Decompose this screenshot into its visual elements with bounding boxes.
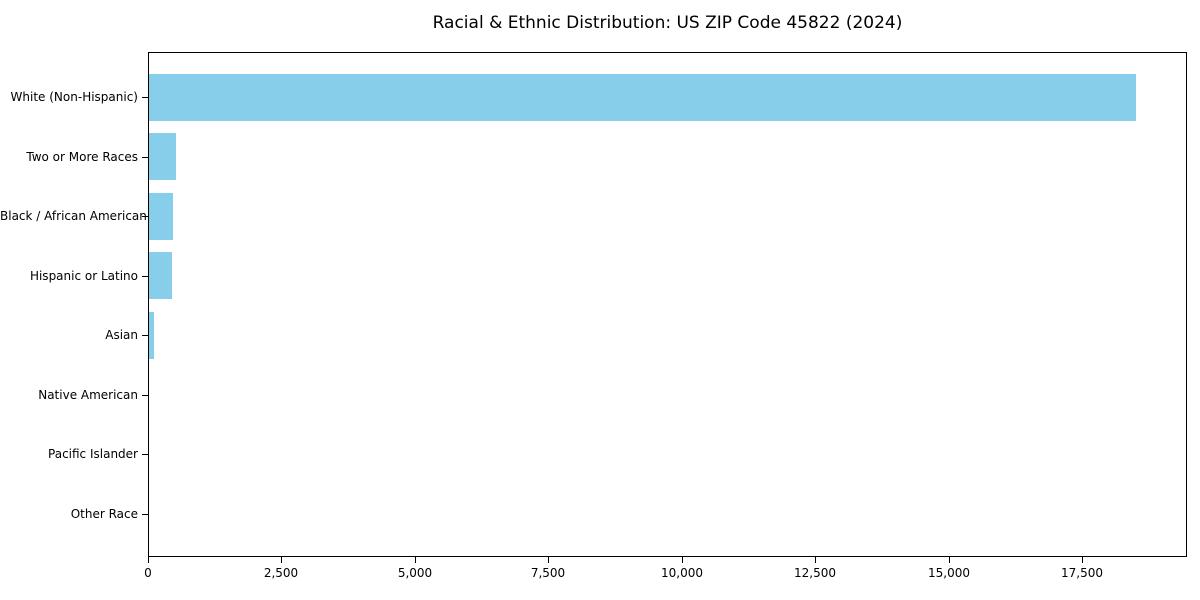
y-tick-label: Pacific Islander — [48, 447, 138, 461]
x-tick-label: 17,500 — [1061, 566, 1103, 580]
x-tick-mark — [415, 557, 416, 563]
x-tick-label: 2,500 — [263, 566, 299, 580]
x-tick-mark — [148, 557, 149, 563]
y-tick-label: Native American — [38, 388, 138, 402]
y-tick-mark — [142, 276, 148, 277]
x-tick-label: 0 — [144, 566, 152, 580]
x-tick-label: 5,000 — [397, 566, 433, 580]
y-tick-mark — [142, 216, 148, 217]
y-tick-mark — [142, 335, 148, 336]
y-tick-mark — [142, 395, 148, 396]
y-tick-mark — [142, 454, 148, 455]
bar-white-non-hispanic — [149, 73, 1136, 121]
y-tick-mark — [142, 514, 148, 515]
y-tick-mark — [142, 157, 148, 158]
y-tick-label: Hispanic or Latino — [29, 269, 138, 283]
y-tick-label: Black / African American — [0, 209, 147, 223]
x-tick-label: 12,500 — [794, 566, 836, 580]
y-tick-label: Other Race — [70, 507, 138, 521]
bar-two-or-more-races — [149, 133, 176, 180]
x-tick-mark — [815, 557, 816, 563]
x-tick-mark — [281, 557, 282, 563]
y-tick-mark — [142, 97, 148, 98]
bar-asian — [149, 311, 154, 359]
x-tick-label: 15,000 — [928, 566, 970, 580]
y-tick-label: Two or More Races — [26, 150, 138, 164]
x-tick-label: 7,500 — [530, 566, 566, 580]
x-tick-mark — [1082, 557, 1083, 563]
y-tick-label: White (Non-Hispanic) — [10, 90, 138, 104]
x-tick-mark — [949, 557, 950, 563]
chart-title: Racial & Ethnic Distribution: US ZIP Cod… — [432, 13, 903, 33]
plot-area — [148, 52, 1187, 557]
x-tick-mark — [682, 557, 683, 563]
x-tick-label: 10,000 — [661, 566, 703, 580]
y-tick-label: Asian — [105, 328, 138, 342]
bar-hispanic-or-latino — [149, 252, 172, 299]
bar-black-african-american — [149, 192, 173, 240]
x-tick-mark — [548, 557, 549, 563]
